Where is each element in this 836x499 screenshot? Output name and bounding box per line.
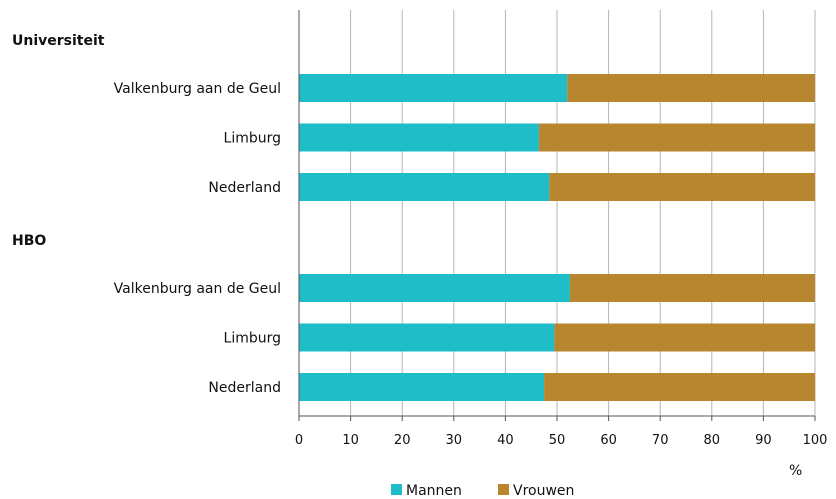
legend-swatch-vrouwen: [498, 484, 509, 495]
x-tick-label: 0: [295, 433, 303, 448]
legend-label: Vrouwen: [513, 483, 574, 499]
legend: Mannen Vrouwen: [391, 483, 574, 499]
group-label: Universiteit: [12, 33, 105, 49]
bar-vrouwen: [544, 373, 815, 401]
x-tick-label: 80: [704, 433, 721, 448]
x-tick-label: 10: [342, 433, 359, 448]
category-labels: Universiteit Valkenburg aan de Geul Limbur…: [12, 33, 281, 396]
x-tick-label: 20: [394, 433, 411, 448]
x-tick-labels: 0 10 20 30 40 50 60 70 80 90 100: [295, 433, 828, 448]
bar-vrouwen: [538, 123, 815, 152]
bar-vrouwen: [567, 74, 815, 102]
bars: [299, 74, 815, 401]
row-label: Limburg: [224, 331, 281, 347]
row-label: Nederland: [208, 380, 281, 396]
row-label: Valkenburg aan de Geul: [114, 81, 281, 97]
x-tick-label: 70: [652, 433, 669, 448]
x-tick-label: 100: [803, 433, 828, 448]
x-tick-label: 60: [600, 433, 617, 448]
bar-mannen: [299, 123, 539, 152]
bar-mannen: [299, 323, 555, 352]
row-label: Limburg: [224, 131, 281, 147]
row-label: Nederland: [208, 180, 281, 196]
bar-mannen: [299, 74, 568, 102]
group-label: HBO: [12, 233, 46, 249]
bar-mannen: [299, 274, 570, 302]
gridlines: [350, 10, 816, 416]
bar-vrouwen: [569, 274, 815, 302]
legend-label: Mannen: [406, 483, 462, 499]
x-tick-label: 90: [755, 433, 772, 448]
bar-vrouwen: [554, 323, 815, 352]
bar-mannen: [299, 173, 550, 201]
x-tick-label: 40: [497, 433, 514, 448]
bar-mannen: [299, 373, 545, 401]
axes: [298, 10, 816, 421]
x-axis-unit: %: [789, 463, 802, 479]
x-tick-label: 30: [446, 433, 463, 448]
row-label: Valkenburg aan de Geul: [114, 281, 281, 297]
legend-swatch-mannen: [391, 484, 402, 495]
x-tick-label: 50: [549, 433, 566, 448]
bar-vrouwen: [549, 173, 815, 201]
